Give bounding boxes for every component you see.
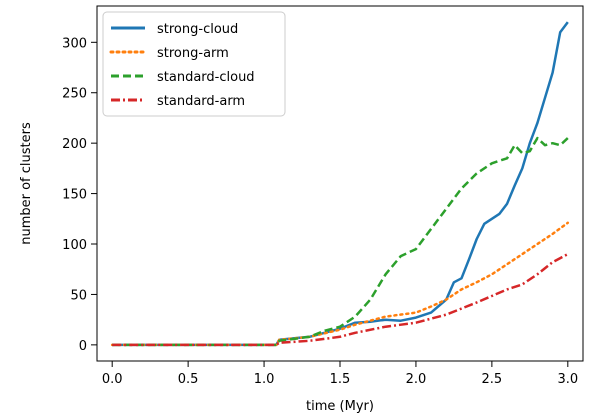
series-line-strong-cloud [112,21,569,347]
y-tick-label: 200 [62,137,87,152]
y-axis: 0 50 100 150 200 250 300 [62,36,97,354]
legend-label-strong-cloud: strong-cloud [157,22,238,37]
y-tick-label: 250 [62,87,87,102]
y-tick-label: 50 [70,288,87,303]
y-tick-label: 150 [62,188,87,203]
legend-box [102,11,286,117]
legend-label-standard-cloud: standard-cloud [157,70,255,85]
y-tick-label: 300 [62,36,87,51]
series-line-standard-arm [112,252,569,347]
x-tick-label: 0.0 [102,372,123,387]
series-line-strong-arm [110,221,570,347]
x-tick-label: 1.5 [330,372,351,387]
legend-label-standard-arm: standard-arm [157,94,245,109]
y-axis-label: number of clusters [19,122,34,245]
x-tick-label: 2.5 [482,372,503,387]
x-axis-label: time (Myr) [306,399,374,414]
x-tick-label: 2.0 [406,372,427,387]
y-tick-label: 0 [79,339,87,354]
x-tick-label: 3.0 [557,372,578,387]
plot-lines [110,21,570,347]
series-line-standard-cloud [112,136,569,347]
x-tick-label: 1.0 [254,372,275,387]
x-axis: 0.0 0.5 1.0 1.5 2.0 2.5 3.0 [102,361,578,387]
x-tick-label: 0.5 [178,372,199,387]
legend: strong-cloud strong-arm standard-cloud stan… [102,11,286,117]
y-tick-label: 100 [62,238,87,253]
legend-label-strong-arm: strong-arm [157,46,229,61]
